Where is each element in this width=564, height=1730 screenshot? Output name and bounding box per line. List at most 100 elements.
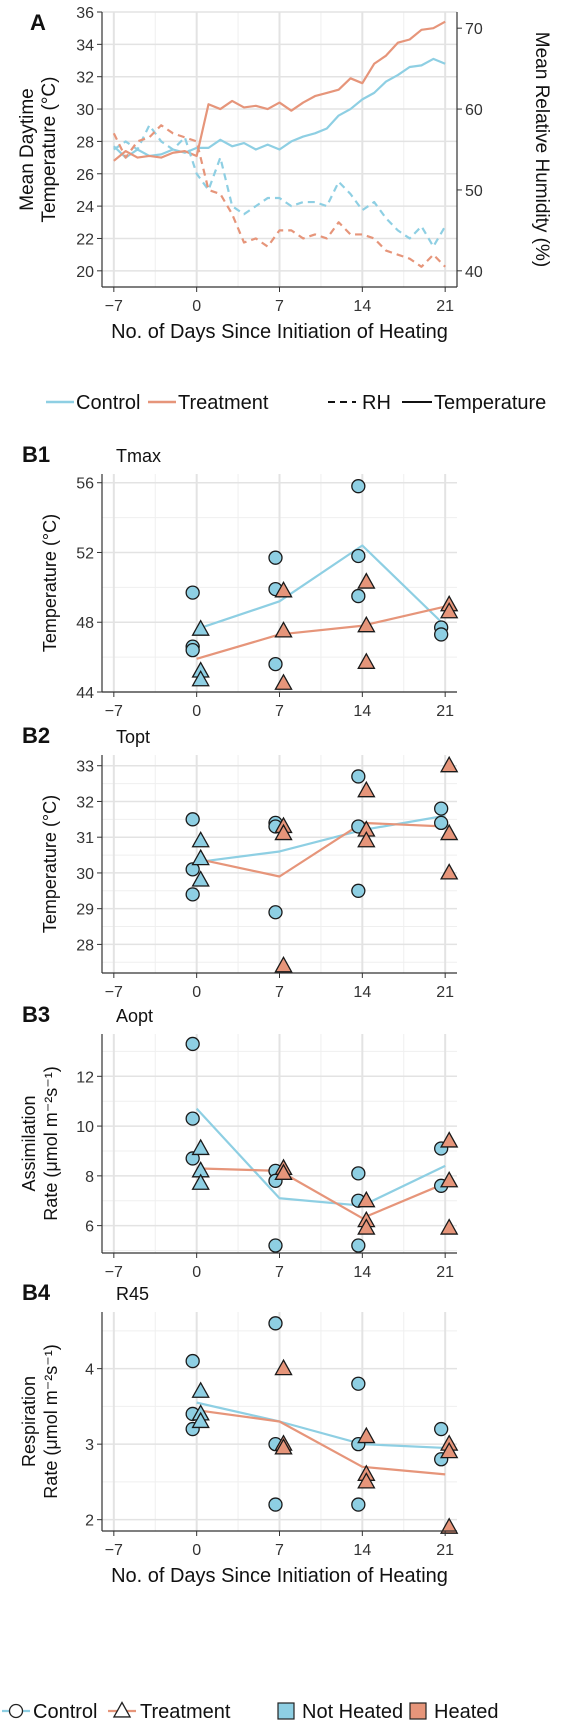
data-point-control xyxy=(185,812,200,827)
y-tick-label: 22 xyxy=(76,231,94,248)
x-tick-label: 21 xyxy=(436,1264,454,1281)
series-line-control-temperature xyxy=(113,57,446,159)
legend-a: Control Treatment RH Temperature xyxy=(46,392,546,414)
data-point-treatment xyxy=(274,621,293,638)
data-point-control xyxy=(434,815,449,831)
x-tick-label: −7 xyxy=(105,984,123,1001)
legend-swatch-not-heated xyxy=(277,1702,295,1720)
y-tick-label: 10 xyxy=(76,1119,94,1136)
y-tick-label: 12 xyxy=(76,1069,94,1086)
y-axis-label: Temperature (°C) xyxy=(40,514,60,652)
data-point-control xyxy=(268,1316,283,1331)
data-point-treatment xyxy=(439,1131,459,1148)
y-tick-label: 32 xyxy=(76,794,94,811)
x-tick-label: 7 xyxy=(275,703,284,720)
series-line-treatment-temperature xyxy=(113,20,446,162)
x-axis-label-bottom: No. of Days Since Initiation of Heating xyxy=(111,1565,448,1587)
x-tick-label: −7 xyxy=(105,298,123,315)
data-point-treatment xyxy=(191,848,210,866)
data-point-control xyxy=(185,1151,200,1166)
y-tick-label: 36 xyxy=(76,5,94,22)
x-tick-label: 7 xyxy=(275,1264,284,1281)
mean-line-control xyxy=(196,814,446,864)
panel-letter: B4 xyxy=(22,1280,51,1305)
panel-title: Tmax xyxy=(116,446,161,466)
data-point-treatment xyxy=(357,652,376,669)
y-tick-label: 30 xyxy=(76,102,94,119)
panel-b2: 28 29 30 31 32 33 −7 0 7 14 21 B2 Topt Temperature (°… xyxy=(22,723,459,1001)
y-tick-label: 44 xyxy=(76,685,94,702)
data-point-control xyxy=(351,1497,366,1512)
data-point-control xyxy=(185,887,200,902)
panel-title: Aopt xyxy=(116,1006,153,1026)
y-tick-label: 28 xyxy=(76,134,94,151)
data-point-treatment xyxy=(439,1441,459,1459)
panel-a: 20 22 24 26 28 30 32 34 36 40 50 60 70 −7 0 7 14 21 A Mean … xyxy=(17,5,552,343)
data-point-treatment xyxy=(191,830,210,848)
x-tick-label: 0 xyxy=(192,984,201,1001)
y-axis-label-left-line-0: Mean Daytime xyxy=(17,88,38,211)
data-point-control xyxy=(351,548,366,564)
legend-swatch-control-marker xyxy=(8,1703,24,1719)
y-tick-label: 31 xyxy=(76,830,94,847)
data-point-control xyxy=(185,1036,200,1052)
x-tick-label: 0 xyxy=(192,1264,201,1281)
y-axis-label-line-1: Rate (μmol m⁻²s⁻¹) xyxy=(41,1344,61,1498)
data-point-treatment xyxy=(439,601,459,619)
series-line-control-rh xyxy=(113,124,447,248)
mean-line-control xyxy=(196,544,446,631)
data-point-treatment xyxy=(439,863,459,880)
mean-line-treatment xyxy=(196,1409,446,1476)
y-tick-label: 34 xyxy=(76,37,94,54)
y-tick-label: 24 xyxy=(76,199,94,216)
data-point-treatment xyxy=(274,823,293,841)
y-tick-label: 26 xyxy=(76,167,94,184)
data-point-treatment xyxy=(274,1358,293,1376)
y-right-tick-label: 60 xyxy=(465,102,483,119)
data-point-treatment xyxy=(357,1218,376,1235)
panel-letter: B1 xyxy=(22,442,50,467)
x-tick-label: −7 xyxy=(105,1542,123,1559)
y-right-tick-label: 40 xyxy=(465,264,483,281)
x-tick-label: 14 xyxy=(353,1542,371,1559)
legend-label-not-heated: Not Heated xyxy=(302,1701,403,1723)
data-point-control xyxy=(268,550,283,565)
panel-title: R45 xyxy=(116,1284,149,1304)
data-point-control xyxy=(185,585,200,600)
legend-b: Control Treatment Not Heated Heated xyxy=(2,1701,499,1723)
data-point-treatment xyxy=(274,581,293,598)
legend-label-treatment: Treatment xyxy=(140,1701,231,1723)
y-axis-label-line-0: Assimilation xyxy=(19,1095,39,1191)
legend-label-heated: Heated xyxy=(434,1701,499,1723)
x-tick-label: 21 xyxy=(436,1542,454,1559)
data-point-treatment xyxy=(191,1411,210,1429)
data-point-control xyxy=(185,1111,200,1126)
mean-line-control xyxy=(195,1107,446,1207)
data-point-treatment xyxy=(357,615,376,633)
data-point-treatment xyxy=(191,619,210,636)
panel-letter: B2 xyxy=(22,723,50,748)
panel-b1: 44 48 52 56 −7 0 7 14 21 B1 Tmax Temperature (°C) xyxy=(22,442,459,720)
data-point-control xyxy=(268,1497,283,1512)
data-point-treatment xyxy=(439,755,459,773)
data-point-treatment xyxy=(439,1218,459,1235)
data-point-treatment xyxy=(357,780,376,798)
data-point-control xyxy=(185,642,200,658)
y-tick-label: 2 xyxy=(85,1513,94,1530)
legend-label-temperature: Temperature xyxy=(434,392,546,414)
y-tick-label: 3 xyxy=(85,1437,94,1454)
y-tick-label: 56 xyxy=(76,476,94,493)
x-tick-label: 14 xyxy=(353,703,371,720)
y-tick-label: 33 xyxy=(76,759,94,776)
mean-line-treatment xyxy=(196,821,446,878)
data-point-control xyxy=(351,1166,366,1181)
x-tick-label: 14 xyxy=(353,298,371,315)
x-tick-label: 0 xyxy=(192,703,201,720)
y-tick-label: 48 xyxy=(76,615,94,632)
data-point-treatment xyxy=(191,1173,210,1190)
data-point-treatment xyxy=(357,830,376,848)
data-point-control xyxy=(351,479,366,494)
y-right-tick-label: 70 xyxy=(465,21,483,38)
y-axis-label-line-0: Respiration xyxy=(19,1376,39,1467)
